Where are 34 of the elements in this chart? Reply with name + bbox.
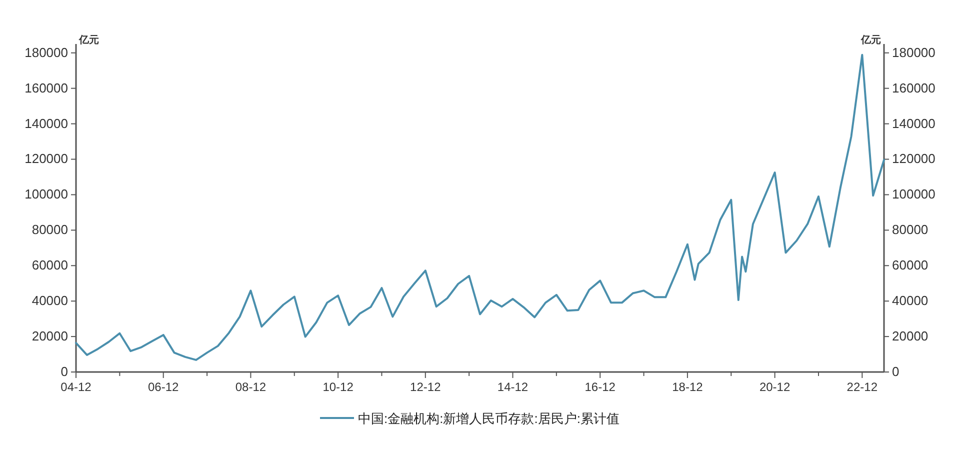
y2-tick-label: 40000 <box>892 293 928 308</box>
y-tick-label: 40000 <box>32 293 68 308</box>
y2-tick-label: 100000 <box>892 186 936 202</box>
y2-tick-label: 80000 <box>892 222 928 238</box>
x-tick-label: 18-12 <box>672 380 704 394</box>
y2-tick-label: 20000 <box>892 328 928 344</box>
y2-tick-label: 180000 <box>892 44 936 60</box>
y-tick-label: 160000 <box>24 80 68 96</box>
x-tick-label: 04-12 <box>60 380 92 394</box>
y2-tick-label: 120000 <box>892 151 936 166</box>
y2-tick-label: 140000 <box>892 116 936 131</box>
x-tick-label: 22-12 <box>846 380 878 394</box>
x-tick-label: 08-12 <box>235 380 266 394</box>
y-tick-label: 100000 <box>24 186 68 202</box>
y-tick-label: 180000 <box>24 44 68 60</box>
legend: 中国:金融机构:新增人民币存款:居民户:累计值 <box>320 411 620 426</box>
y-tick-label: 60000 <box>32 258 68 273</box>
x-tick-label: 14-12 <box>497 380 528 394</box>
y2-tick-label: 0 <box>892 364 900 379</box>
x-tick-label: 06-12 <box>148 380 180 394</box>
y-tick-label: 80000 <box>32 222 68 238</box>
y-tick-label: 120000 <box>24 151 68 166</box>
line-series <box>75 54 885 361</box>
x-tick-label: 20-12 <box>759 380 790 394</box>
y-axis-title: 亿元 <box>78 34 99 46</box>
y-tick-label: 0 <box>60 364 68 379</box>
x-tick-label: 12-12 <box>410 380 442 394</box>
x-tick-label: 10-12 <box>322 380 354 394</box>
y2-tick-label: 160000 <box>892 80 936 96</box>
x-tick-label: 16-12 <box>584 380 616 394</box>
y-tick-label: 140000 <box>24 116 68 131</box>
y-tick-label: 20000 <box>32 328 68 344</box>
y2-axis-title: 亿元 <box>860 34 881 46</box>
y2-tick-label: 60000 <box>892 258 928 273</box>
